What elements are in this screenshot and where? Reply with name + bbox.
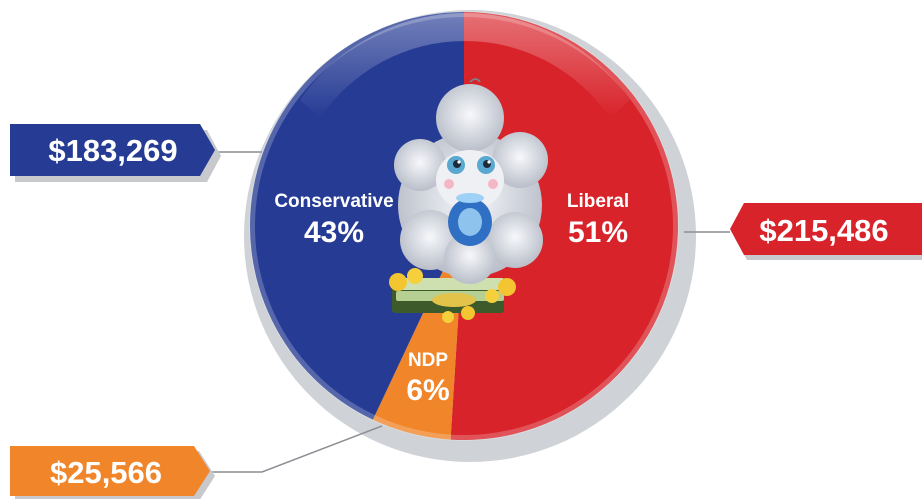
pie-gloss-highlight bbox=[300, 13, 630, 118]
slice-label-ndp: NDP bbox=[408, 350, 448, 371]
slice-label-conservative: Conservative bbox=[274, 191, 393, 212]
slice-percent-conservative: 43% bbox=[304, 216, 364, 249]
slice-label-liberal: Liberal bbox=[567, 191, 629, 212]
callout-amount-ndp: $25,566 bbox=[50, 455, 162, 490]
pie-slices bbox=[249, 12, 679, 440]
pie-slice-liberal bbox=[450, 12, 679, 440]
callout-amount-conservative: $183,269 bbox=[48, 133, 177, 168]
callout-amount-liberal: $215,486 bbox=[759, 213, 888, 248]
leader-line-ndp bbox=[210, 425, 383, 473]
callout-conservative: $183,269 bbox=[10, 124, 221, 182]
slice-percent-ndp: 6% bbox=[406, 374, 449, 407]
slice-percent-liberal: 51% bbox=[568, 216, 628, 249]
callout-ndp: $25,566 bbox=[10, 446, 215, 499]
callout-liberal: $215,486 bbox=[730, 203, 922, 260]
baby-sheep-with-pacifier-and-money-icon bbox=[389, 78, 548, 323]
pie-slice-conservative bbox=[249, 12, 464, 420]
